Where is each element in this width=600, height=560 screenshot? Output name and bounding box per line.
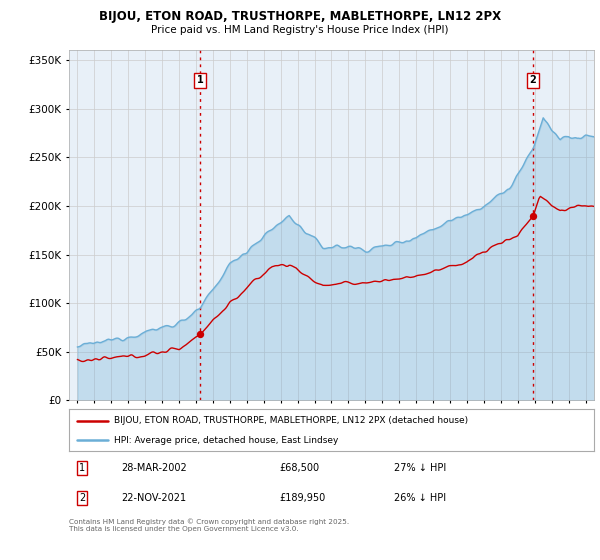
Text: BIJOU, ETON ROAD, TRUSTHORPE, MABLETHORPE, LN12 2PX: BIJOU, ETON ROAD, TRUSTHORPE, MABLETHORP… xyxy=(99,10,501,23)
Text: 27% ↓ HPI: 27% ↓ HPI xyxy=(395,463,447,473)
Text: 28-MAR-2002: 28-MAR-2002 xyxy=(121,463,187,473)
Text: BIJOU, ETON ROAD, TRUSTHORPE, MABLETHORPE, LN12 2PX (detached house): BIJOU, ETON ROAD, TRUSTHORPE, MABLETHORP… xyxy=(113,416,468,425)
Text: £189,950: £189,950 xyxy=(279,493,325,503)
Text: 1: 1 xyxy=(79,463,85,473)
Text: 1: 1 xyxy=(197,75,203,85)
Text: Contains HM Land Registry data © Crown copyright and database right 2025.
This d: Contains HM Land Registry data © Crown c… xyxy=(69,518,349,531)
Point xyxy=(195,329,205,338)
Text: HPI: Average price, detached house, East Lindsey: HPI: Average price, detached house, East… xyxy=(113,436,338,445)
Text: 26% ↓ HPI: 26% ↓ HPI xyxy=(395,493,446,503)
Text: £68,500: £68,500 xyxy=(279,463,319,473)
Point xyxy=(528,211,538,220)
Text: 22-NOV-2021: 22-NOV-2021 xyxy=(121,493,187,503)
Text: Price paid vs. HM Land Registry's House Price Index (HPI): Price paid vs. HM Land Registry's House … xyxy=(151,25,449,35)
Text: 2: 2 xyxy=(79,493,85,503)
Text: 2: 2 xyxy=(529,75,536,85)
